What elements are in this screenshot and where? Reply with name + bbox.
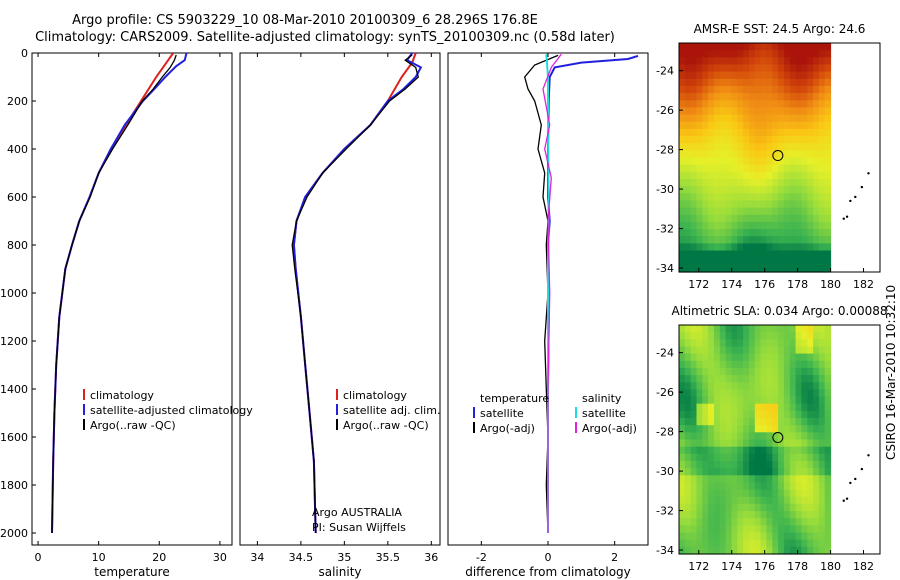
island-dot-1-1 [854, 477, 857, 481]
legend-header-temperature: temperature [480, 392, 549, 405]
map-y-tick-label-0-2: -28 [656, 144, 674, 157]
island-dot-1-0 [849, 481, 852, 485]
island-dot-0-5 [842, 217, 845, 220]
series-line-2-1 [523, 54, 559, 534]
x-tick-label-2-0: -2 [476, 551, 487, 564]
y-tick-label-0-10: 2000 [0, 527, 28, 540]
map-y-tick-label-1-3: -30 [656, 465, 674, 478]
y-tick-label-0-3: 600 [7, 191, 28, 204]
map-x-tick-label-0-2: 176 [754, 278, 775, 291]
map-y-tick-label-1-0: -24 [656, 347, 674, 360]
map-x-tick-label-1-3: 178 [787, 560, 808, 573]
legend-label-1-1: satellite adj. clim. [343, 404, 440, 417]
map-x-tick-label-1-5: 182 [853, 560, 874, 573]
legend-label-0-2: Argo(..raw -QC) [90, 419, 176, 432]
credit-pi: PI: Susan Wijffels [312, 521, 406, 534]
island-dot-0-0 [849, 199, 852, 203]
figure-title-line1: Argo profile: CS 5903229_10 08-Mar-2010 … [72, 13, 538, 28]
y-tick-label-0-2: 400 [7, 143, 28, 156]
argo-location-marker-0 [772, 150, 784, 162]
x-axis-label-1: salinity [318, 565, 361, 579]
map-field-1 [679, 325, 832, 555]
y-tick-label-0-1: 200 [7, 95, 28, 108]
map-title-1: Altimetric SLA: 0.034 Argo: 0.00088 [671, 304, 887, 318]
x-tick-label-2-2: 2 [611, 551, 618, 564]
map-y-tick-label-1-4: -32 [656, 505, 674, 518]
credit-agency: Argo AUSTRALIA [312, 506, 402, 519]
map-y-tick-label-0-3: -30 [656, 183, 674, 196]
y-tick-label-0-8: 1600 [0, 431, 28, 444]
x-tick-label-0-0: 0 [35, 551, 42, 564]
map-x-tick-label-0-4: 180 [820, 278, 841, 291]
legend-label-2-3: Argo(-adj) [582, 422, 637, 435]
series-line-1-2 [291, 54, 420, 534]
x-tick-label-1-2: 35 [337, 551, 351, 564]
figure-title-line2: Climatology: CARS2009. Satellite-adjuste… [35, 30, 615, 45]
map-y-tick-label-1-1: -26 [656, 386, 674, 399]
map-y-tick-label-0-1: -26 [656, 104, 674, 117]
map-y-tick-label-1-2: -28 [656, 426, 674, 439]
map-y-tick-label-0-0: -24 [656, 65, 674, 78]
island-dot-1-4 [845, 497, 849, 500]
x-tick-label-1-3: 35.5 [376, 551, 401, 564]
x-tick-label-1-1: 34.5 [289, 551, 314, 564]
map-x-tick-label-0-5: 182 [853, 278, 874, 291]
map-x-tick-label-1-2: 176 [754, 560, 775, 573]
map-x-tick-label-0-0: 172 [688, 278, 709, 291]
legend-label-1-0: climatology [343, 389, 407, 402]
profile-axes-1 [239, 52, 441, 546]
x-axis-label-2: difference from climatology [465, 565, 631, 579]
map-y-tick-label-1-5: -34 [656, 544, 674, 557]
island-dot-1-3 [867, 454, 870, 457]
series-line-2-3 [542, 53, 562, 533]
x-tick-label-0-2: 20 [152, 551, 166, 564]
island-dot-0-4 [845, 215, 849, 218]
map-x-tick-label-0-3: 178 [787, 278, 808, 291]
map-y-tick-label-0-5: -34 [656, 262, 674, 275]
x-tick-label-0-1: 10 [92, 551, 106, 564]
legend-header-salinity: salinity [582, 392, 622, 405]
argo-location-marker-1 [772, 432, 784, 444]
map-y-tick-label-0-4: -32 [656, 223, 674, 236]
y-tick-label-0-9: 1800 [0, 479, 28, 492]
map-x-tick-label-1-4: 180 [820, 560, 841, 573]
x-tick-label-2-1: 0 [545, 551, 552, 564]
legend-label-0-0: climatology [90, 389, 154, 402]
y-tick-label-0-5: 1000 [0, 287, 28, 300]
y-tick-label-0-7: 1400 [0, 383, 28, 396]
island-dot-1-2 [860, 467, 864, 471]
map-axes-1 [678, 324, 881, 555]
y-tick-label-0-0: 0 [21, 47, 28, 60]
map-title-0: AMSR-E SST: 24.5 Argo: 24.6 [694, 22, 866, 36]
series-line-0-2 [51, 54, 177, 534]
island-dot-0-2 [860, 185, 864, 189]
x-axis-label-0: temperature [94, 565, 169, 579]
profile-axes-0 [31, 52, 233, 546]
legend-label-2-2: satellite [582, 407, 626, 420]
legend-label-0-1: satellite-adjusted climatology [90, 404, 253, 417]
island-dot-0-1 [854, 195, 857, 199]
x-tick-label-0-3: 30 [213, 551, 227, 564]
legend-label-1-2: Argo(..raw -QC) [343, 419, 429, 432]
island-dot-0-3 [867, 172, 870, 175]
legend-label-2-0: satellite [480, 407, 524, 420]
map-x-tick-label-0-1: 174 [721, 278, 742, 291]
map-axes-0 [678, 42, 881, 273]
y-tick-label-0-4: 800 [7, 239, 28, 252]
map-field-0 [679, 43, 832, 273]
island-dot-1-5 [842, 499, 845, 502]
legend-label-2-1: Argo(-adj) [480, 422, 535, 435]
x-tick-label-1-0: 34 [250, 551, 264, 564]
map-x-tick-label-1-0: 172 [688, 560, 709, 573]
y-tick-label-0-6: 1200 [0, 335, 28, 348]
x-tick-label-1-4: 36 [424, 551, 438, 564]
map-x-tick-label-1-1: 174 [721, 560, 742, 573]
